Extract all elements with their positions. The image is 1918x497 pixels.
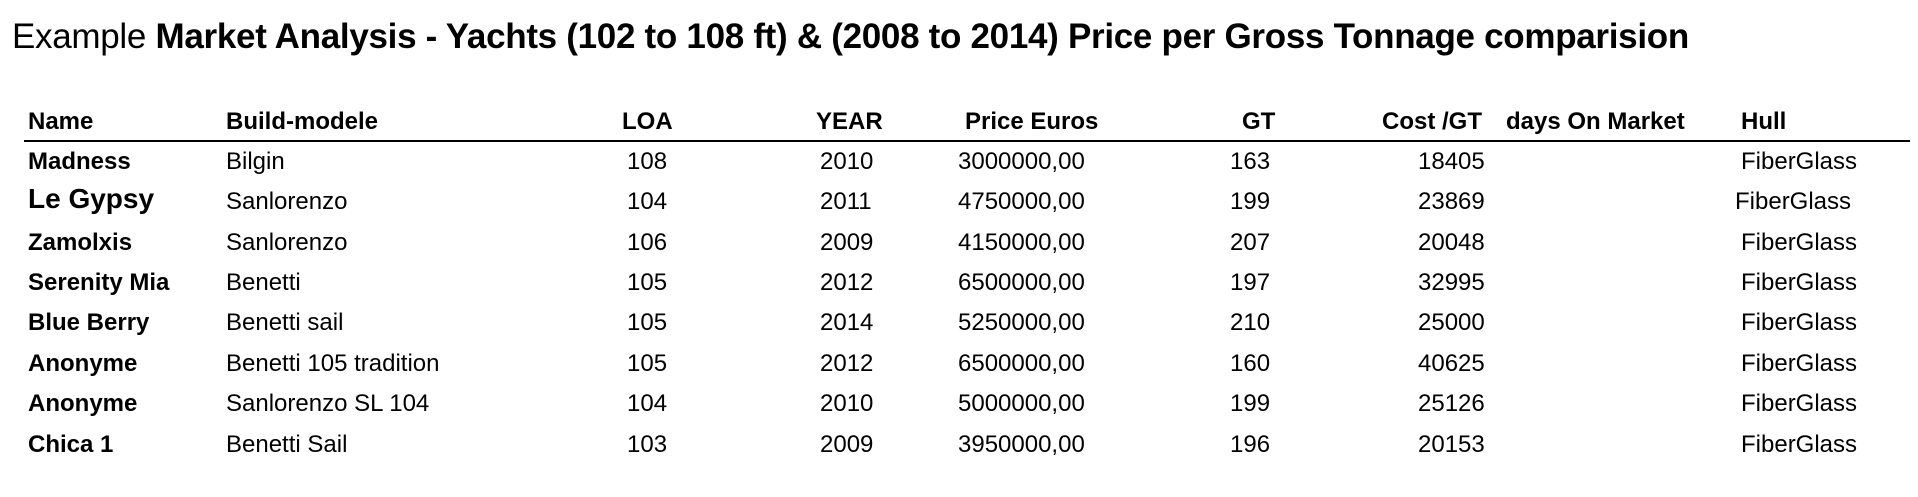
cell-build-modele: Benetti [226, 269, 301, 296]
cell-hull: FiberGlass [1741, 269, 1858, 296]
cell-loa: 104 [627, 390, 668, 417]
cell-year: 2010 [820, 148, 874, 175]
cell-build-modele: Sanlorenzo [226, 188, 348, 215]
cell-cost-per-gt: 40625 [1418, 350, 1485, 377]
document-title: Example Market Analysis - Yachts (102 to… [12, 14, 1689, 60]
cell-hull: FiberGlass [1741, 390, 1858, 417]
cell-hull: FiberGlass [1741, 309, 1858, 336]
cell-cost-per-gt: 18405 [1418, 148, 1485, 175]
title-main: Market Analysis - Yachts (102 to 108 ft)… [155, 17, 1690, 56]
cell-build-modele: Benetti 105 tradition [226, 350, 440, 377]
cell-cost-per-gt: 25126 [1418, 390, 1485, 417]
cell-year: 2009 [820, 431, 874, 458]
cell-gt: 197 [1230, 269, 1271, 296]
cell-cost-per-gt: 32995 [1418, 269, 1485, 296]
cell-year: 2014 [820, 309, 874, 336]
cell-price-euros: 6500000,00 [958, 269, 1085, 296]
cell-price-euros: 5250000,00 [958, 309, 1085, 336]
header-price-euros: Price Euros [965, 108, 1099, 135]
cell-price-euros: 6500000,00 [958, 350, 1085, 377]
cell-year: 2009 [820, 229, 874, 256]
cell-name: Madness [28, 148, 131, 175]
cell-build-modele: Benetti sail [226, 309, 344, 336]
cell-year: 2012 [820, 350, 874, 377]
cell-gt: 207 [1230, 229, 1271, 256]
cell-build-modele: Sanlorenzo [226, 229, 348, 256]
title-prefix: Example [12, 17, 147, 56]
cell-name: Blue Berry [28, 309, 150, 336]
header-days-on-market: days On Market [1506, 108, 1685, 135]
cell-hull: FiberGlass [1741, 350, 1858, 377]
cell-price-euros: 4150000,00 [958, 229, 1085, 256]
cell-name: Anonyme [28, 350, 138, 377]
cell-price-euros: 4750000,00 [958, 188, 1085, 215]
cell-price-euros: 5000000,00 [958, 390, 1085, 417]
cell-gt: 196 [1230, 431, 1271, 458]
header-loa: LOA [622, 108, 673, 135]
cell-hull: FiberGlass [1741, 431, 1858, 458]
cell-hull: FiberGlass [1741, 229, 1858, 256]
cell-cost-per-gt: 20153 [1418, 431, 1485, 458]
cell-name: Anonyme [28, 390, 138, 417]
cell-cost-per-gt: 20048 [1418, 229, 1485, 256]
cell-loa: 105 [627, 269, 668, 296]
cell-year: 2010 [820, 390, 874, 417]
cell-cost-per-gt: 23869 [1418, 188, 1485, 215]
header-divider [24, 140, 1910, 142]
cell-build-modele: Bilgin [226, 148, 285, 175]
cell-hull: FiberGlass [1741, 148, 1858, 175]
header-cost-per-gt: Cost /GT [1382, 108, 1482, 135]
cell-year: 2012 [820, 269, 874, 296]
cell-cost-per-gt: 25000 [1418, 309, 1485, 336]
cell-gt: 210 [1230, 309, 1271, 336]
cell-loa: 106 [627, 229, 668, 256]
cell-gt: 199 [1230, 188, 1271, 215]
cell-loa: 108 [627, 148, 668, 175]
cell-gt: 199 [1230, 390, 1271, 417]
header-year: YEAR [816, 108, 883, 135]
cell-name: Serenity Mia [28, 269, 170, 296]
header-gt: GT [1242, 108, 1276, 135]
cell-loa: 105 [627, 350, 668, 377]
header-build-modele: Build-modele [226, 108, 379, 135]
cell-name: Chica 1 [28, 431, 114, 458]
cell-name: Zamolxis [28, 229, 133, 256]
cell-gt: 160 [1230, 350, 1271, 377]
cell-hull: FiberGlass [1735, 188, 1852, 215]
header-name: Name [28, 108, 94, 135]
cell-build-modele: Sanlorenzo SL 104 [226, 390, 430, 417]
header-hull: Hull [1741, 108, 1787, 135]
cell-loa: 105 [627, 309, 668, 336]
cell-build-modele: Benetti Sail [226, 431, 348, 458]
cell-loa: 103 [627, 431, 668, 458]
cell-gt: 163 [1230, 148, 1271, 175]
cell-year: 2011 [820, 188, 872, 215]
cell-name: Le Gypsy [28, 183, 155, 214]
cell-loa: 104 [627, 188, 668, 215]
cell-price-euros: 3000000,00 [958, 148, 1085, 175]
cell-price-euros: 3950000,00 [958, 431, 1085, 458]
